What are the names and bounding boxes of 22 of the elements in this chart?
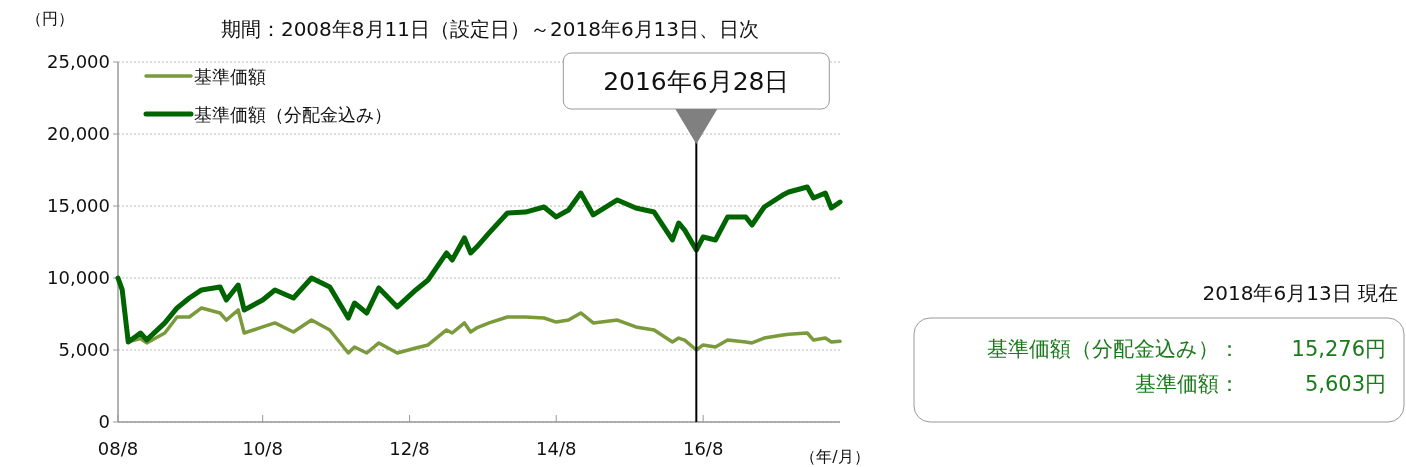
- text: 5,603円: [1304, 372, 1386, 396]
- chart-title: 期間：2008年8月11日（設定日）～2018年6月13日、日次: [220, 17, 760, 41]
- y-tick-label: 0: [98, 411, 110, 432]
- text: 基準価額：: [1135, 372, 1240, 396]
- text: 基準価額（分配金込み）：: [987, 337, 1240, 361]
- legend-label: 基準価額（分配金込み）: [194, 104, 392, 125]
- y-tick-label: 20,000: [47, 123, 110, 144]
- x-tick-label: 14/8: [536, 438, 577, 459]
- x-tick-label: 10/8: [242, 438, 283, 459]
- y-tick-label: 15,000: [47, 195, 110, 216]
- x-tick-label: 08/8: [97, 438, 139, 459]
- x-tick-label: 12/8: [389, 438, 430, 459]
- legend-label: 基準価額: [194, 66, 266, 87]
- y-tick-label: 5,000: [58, 339, 110, 360]
- y-tick-label: 10,000: [47, 267, 110, 288]
- text: 15,276円: [1291, 337, 1386, 361]
- x-axis-title: （年/月）: [800, 447, 870, 466]
- y-axis-title: （円）: [26, 9, 74, 28]
- ref-line-label: 2016年6月28日: [603, 67, 790, 96]
- text: 2018年6月13日 現在: [1202, 281, 1398, 305]
- y-tick-label: 25,000: [47, 51, 110, 72]
- x-tick-label: 16/8: [682, 438, 724, 459]
